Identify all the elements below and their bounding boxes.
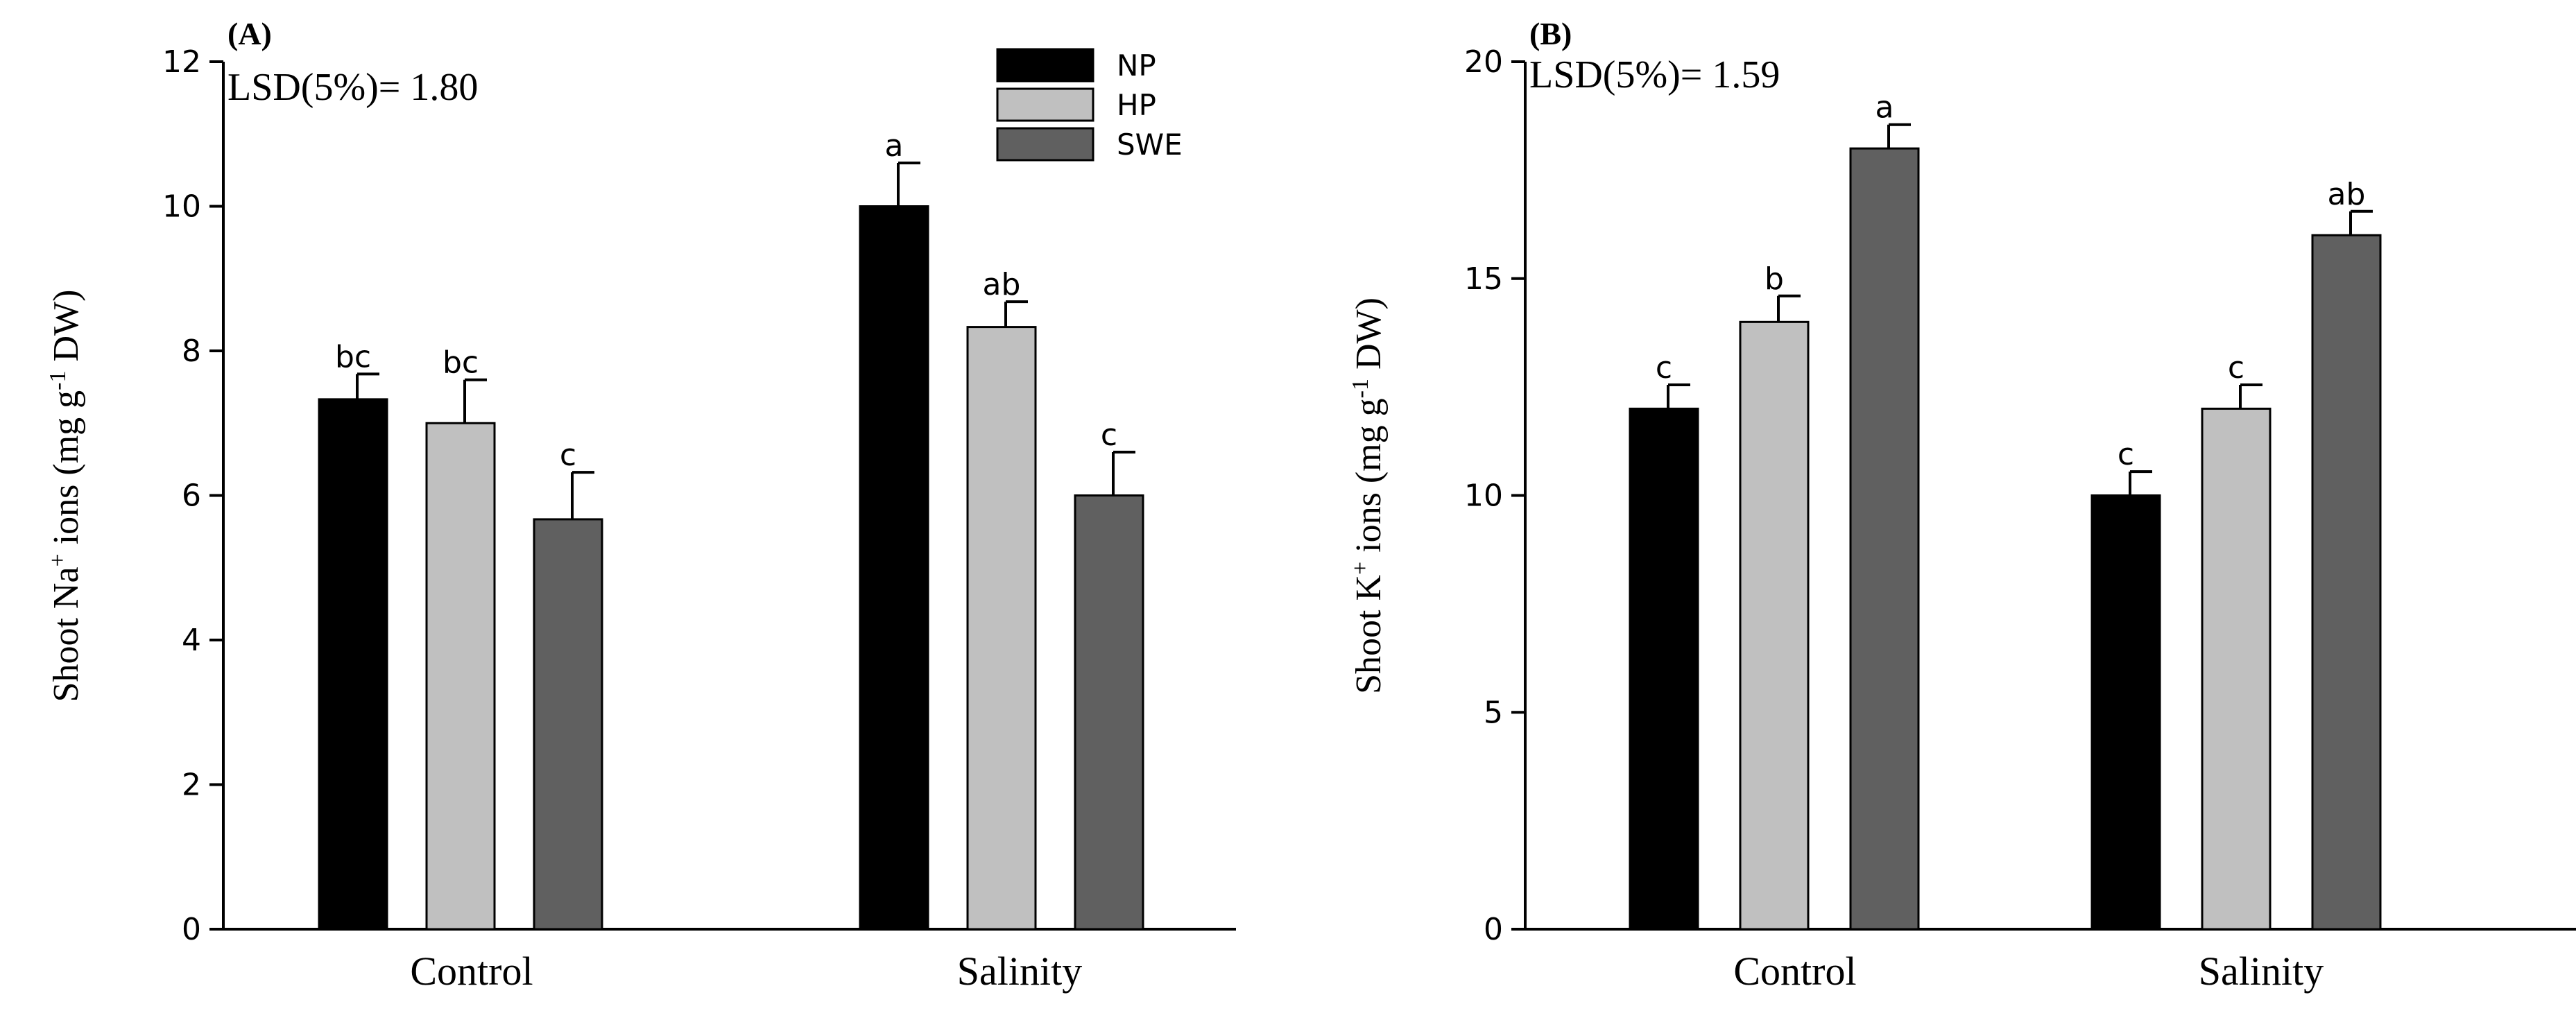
panel-a-significance-letter: ab: [983, 267, 1021, 302]
panel-a-bar-swe-control: [533, 518, 603, 931]
panel-b-error-bar: [1777, 294, 1801, 322]
panel-a-significance-letter: bc: [335, 339, 371, 374]
panel-b-category-label: Salinity: [2199, 949, 2324, 994]
panel-b-significance-letter: c: [1656, 350, 1672, 386]
panel-a-bar-np-salinity: [859, 205, 929, 931]
panel-a-category-label: Control: [410, 949, 533, 994]
panel-b-bar-np-control: [1629, 407, 1699, 931]
panel-a-category-label: Salinity: [957, 949, 1082, 994]
panel-b-significance-letter: b: [1764, 261, 1784, 297]
panel-b-error-bar: [2129, 470, 2152, 496]
panel-a-error-bar: [571, 471, 594, 519]
panel-a-error-bar: [463, 378, 487, 424]
panel-a-chart: (A) LSD(5%)= 1.80 Shoot Na+ ions (mg g-1…: [45, 16, 1236, 994]
panel-b-y-tick-label: 20: [1464, 44, 1503, 80]
panel-b-bars: c c b c a ab: [1629, 90, 2382, 931]
legend-swatch-swe: [996, 127, 1094, 162]
panel-a-y-tick-label: 12: [162, 44, 201, 80]
panel-a-y-tick-label: 0: [182, 912, 201, 947]
panel-b-error-bar: [1667, 383, 1690, 409]
panel-a-y-tick-label: 4: [182, 623, 201, 658]
panel-b-bar-hp-control: [1739, 320, 1810, 931]
panel-b-bar-swe-control: [1849, 147, 1920, 931]
panel-a-bar-hp-salinity: [966, 326, 1037, 931]
legend-swatch-np: [996, 48, 1094, 83]
panel-b-y-tick-label: 15: [1464, 261, 1503, 297]
panel-a-significance-letter: bc: [443, 345, 479, 381]
panel-a-significance-letter: a: [885, 128, 904, 164]
panel-b-bar-hp-salinity: [2201, 407, 2272, 931]
panel-b-bar-np-salinity: [2090, 494, 2161, 931]
panel-b-y-ticks: 0 5 10 15 20: [1464, 44, 1525, 947]
panel-a-bar-hp-control: [425, 422, 496, 931]
legend-label-np: NP: [1117, 49, 1156, 83]
panel-b-category-label: Control: [1733, 949, 1856, 994]
panel-a-y-ticks: 0 2 4 6 8 10 12: [162, 44, 223, 947]
panel-b-error-bar: [1887, 123, 1911, 149]
panel-b-error-bar: [2349, 209, 2373, 236]
panel-a-y-axis-label: Shoot Na+ ions (mg g-1 DW): [45, 290, 86, 702]
panel-b-y-tick-label: 5: [1484, 695, 1503, 730]
panel-b-lsd-annotation: LSD(5%)= 1.59: [1529, 53, 1780, 96]
panel-a-error-bar: [356, 372, 379, 399]
panel-b-significance-letter: a: [1875, 90, 1894, 126]
legend-swatch-hp: [996, 87, 1094, 122]
panel-b-significance-letter: c: [2118, 437, 2134, 472]
panel-b-y-tick-label: 10: [1464, 478, 1503, 514]
panel-a-significance-letter: c: [560, 438, 576, 473]
panel-a-error-bar: [1004, 300, 1028, 327]
panel-a-category-labels: Control Salinity: [410, 949, 1082, 994]
panel-b-y-tick-label: 0: [1484, 912, 1503, 947]
panel-a-bar-swe-salinity: [1074, 494, 1144, 931]
panel-a-lsd-annotation: LSD(5%)= 1.80: [227, 66, 478, 109]
panel-b-significance-letter: c: [2228, 350, 2244, 386]
panel-b-chart: (B) LSD(5%)= 1.59 Shoot K+ ions (mg g-1 …: [1348, 16, 2576, 994]
legend-label-hp: HP: [1117, 88, 1156, 122]
panel-a-y-tick-label: 10: [162, 189, 201, 225]
panel-b-category-labels: Control Salinity: [1733, 949, 2324, 994]
panel-a-significance-letter: c: [1101, 417, 1117, 453]
legend-label-swe: SWE: [1117, 128, 1183, 162]
panel-b-significance-letter: ab: [2328, 177, 2366, 212]
panel-a-error-bar: [1112, 450, 1135, 496]
panel-b-label: (B): [1529, 16, 1572, 51]
panel-a-y-tick-label: 6: [182, 478, 201, 514]
panel-b-y-axis-label: Shoot K+ ions (mg g-1 DW): [1348, 297, 1389, 694]
panel-b-error-bar: [2239, 383, 2262, 409]
panel-a-y-tick-label: 2: [182, 768, 201, 803]
legend: NP HP SWE: [996, 48, 1183, 162]
panel-a-y-tick-label: 8: [182, 334, 201, 369]
panel-a-error-bar: [897, 161, 920, 207]
panel-a-label: (A): [227, 16, 272, 51]
panel-a-bar-np-control: [318, 398, 388, 931]
panel-b-bar-swe-salinity: [2311, 234, 2382, 931]
